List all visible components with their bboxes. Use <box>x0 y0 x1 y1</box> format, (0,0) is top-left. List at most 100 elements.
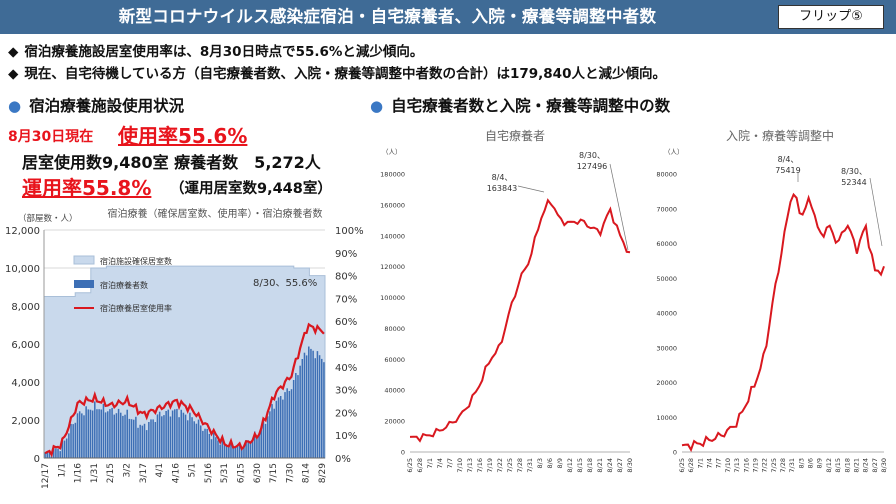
patient-bar <box>124 414 126 458</box>
patient-bar <box>249 442 252 458</box>
circle-bullet-icon: ● <box>370 97 384 115</box>
x-tick-label: 8/15 <box>576 458 584 473</box>
patient-bar <box>199 425 202 458</box>
stat-rooms-line: 居室使用数9,480室 療養者数 5,272人 <box>22 153 321 172</box>
patient-bar <box>104 412 107 458</box>
patient-bar <box>148 422 150 458</box>
legend-swatch-patients <box>74 280 94 288</box>
bullet-text: 宿泊療養施設居室使用率は、8月30日時点で55.6%と減少傾向。 <box>24 44 424 60</box>
patient-bar <box>266 416 269 458</box>
x-tick-label: 7/22 <box>496 458 504 473</box>
circle-bullet-icon: ● <box>8 97 22 115</box>
patient-bar <box>152 419 154 458</box>
patient-bar <box>68 433 70 458</box>
patient-bar <box>83 415 85 458</box>
patient-bar <box>141 425 144 458</box>
patient-bar <box>219 444 221 458</box>
patient-bar <box>279 396 282 458</box>
x-tick-label: 8/30 <box>626 458 632 473</box>
patient-bar <box>117 408 120 458</box>
patient-bar <box>271 404 273 458</box>
patient-bar <box>184 414 187 458</box>
y-tick-label: 20000 <box>656 379 677 387</box>
y-tick-label-right: 0% <box>335 454 351 465</box>
patient-bar <box>111 407 113 458</box>
x-tick-label: 8/29 <box>318 463 328 483</box>
patient-bar <box>269 411 271 458</box>
patient-bar <box>217 440 219 458</box>
annotation-label: 163843 <box>487 184 518 193</box>
y-tick-label: 120000 <box>380 263 405 271</box>
patient-bar <box>154 422 157 458</box>
patient-bar <box>165 411 167 458</box>
x-tick-label: 6/28 <box>687 458 695 473</box>
patient-bar <box>290 389 293 458</box>
patient-bar <box>48 451 51 458</box>
patient-bar <box>72 424 74 458</box>
patient-bar <box>178 417 180 458</box>
x-tick-label: 3/2 <box>123 463 133 477</box>
patient-bar <box>46 451 48 458</box>
stat-operation-rate: 運用率55.8% <box>22 176 152 200</box>
patient-bar <box>52 446 55 458</box>
patient-bar <box>204 428 206 458</box>
x-tick-label: 8/24 <box>862 458 870 473</box>
annotation-leader <box>517 185 545 193</box>
patient-bar <box>130 419 133 458</box>
usage-rate-line <box>44 322 325 458</box>
x-tick-label: 8/27 <box>616 458 624 473</box>
x-tick-label: 8/24 <box>606 458 614 473</box>
flip-badge: フリップ⑤ <box>778 5 884 29</box>
x-tick-label: 7/4 <box>436 458 444 468</box>
patient-bar <box>318 355 321 458</box>
patient-bar <box>126 409 128 458</box>
legend-swatch-capacity <box>73 255 95 265</box>
patient-bar <box>275 400 278 458</box>
y-tick-label-right: 70% <box>335 294 357 305</box>
section-left-heading: ● 宿泊療養施設使用状況 <box>8 94 184 116</box>
patient-bar <box>50 456 53 458</box>
adjusting-chart: 入院・療養等調整中 （人） 0 10000 20000 30000 40000 50000 60… <box>656 128 888 473</box>
patient-bar <box>186 420 189 458</box>
patient-bar <box>158 411 161 458</box>
y-tick-label-right: 80% <box>335 272 357 283</box>
y-tick-label: 10000 <box>656 414 677 422</box>
patient-bar <box>132 419 135 458</box>
patient-bar <box>273 408 275 458</box>
patient-bar <box>241 449 243 458</box>
x-tick-label: 7/31 <box>788 458 796 473</box>
patient-bar <box>180 409 183 458</box>
y-tick-label-left: 10,000 <box>5 264 40 275</box>
hotel-capacity-chart: 宿泊療養（確保居室数、使用率）・宿泊療養者数 （部屋数・人） 0 2,000 4,000… <box>5 207 364 489</box>
patient-bar <box>65 438 68 458</box>
patient-bar <box>210 439 213 458</box>
y-axis-label-left: （部屋数・人） <box>18 213 78 224</box>
patient-bar <box>174 409 176 458</box>
x-tick-label: 6/15 <box>237 463 247 483</box>
patient-bar <box>212 432 215 458</box>
patient-bar <box>258 433 260 458</box>
x-tick-label: 7/10 <box>724 458 732 473</box>
x-tick-label: 7/1 <box>696 458 704 468</box>
section-right-title: 自宅療養者数と入院・療養等調整中の数 <box>391 97 671 115</box>
y-tick-label-left: 4,000 <box>11 378 40 389</box>
x-tick-label: 8/12 <box>825 458 833 473</box>
patient-bar <box>193 421 195 458</box>
patient-bar <box>139 424 141 458</box>
patient-bar <box>312 350 314 458</box>
patient-bar <box>107 411 109 458</box>
y-tick-label: 60000 <box>656 240 677 248</box>
annotation-label: 8/30、55.6% <box>253 278 317 289</box>
y-tick-label-left: 2,000 <box>11 416 40 427</box>
annotation-label: 8/30、 <box>579 151 605 160</box>
patient-bar <box>189 412 191 458</box>
y-tick-label-right: 100% <box>335 226 364 237</box>
x-tick-label: 3/17 <box>139 463 149 483</box>
x-tick-label: 8/9 <box>816 458 824 468</box>
y-tick-label: 60000 <box>384 356 405 364</box>
x-tick-label: 8/6 <box>807 458 815 468</box>
patient-bar <box>221 437 224 458</box>
x-tick-label: 7/10 <box>456 458 464 473</box>
annotation-label: 127496 <box>577 162 608 171</box>
patient-bar <box>96 409 98 458</box>
